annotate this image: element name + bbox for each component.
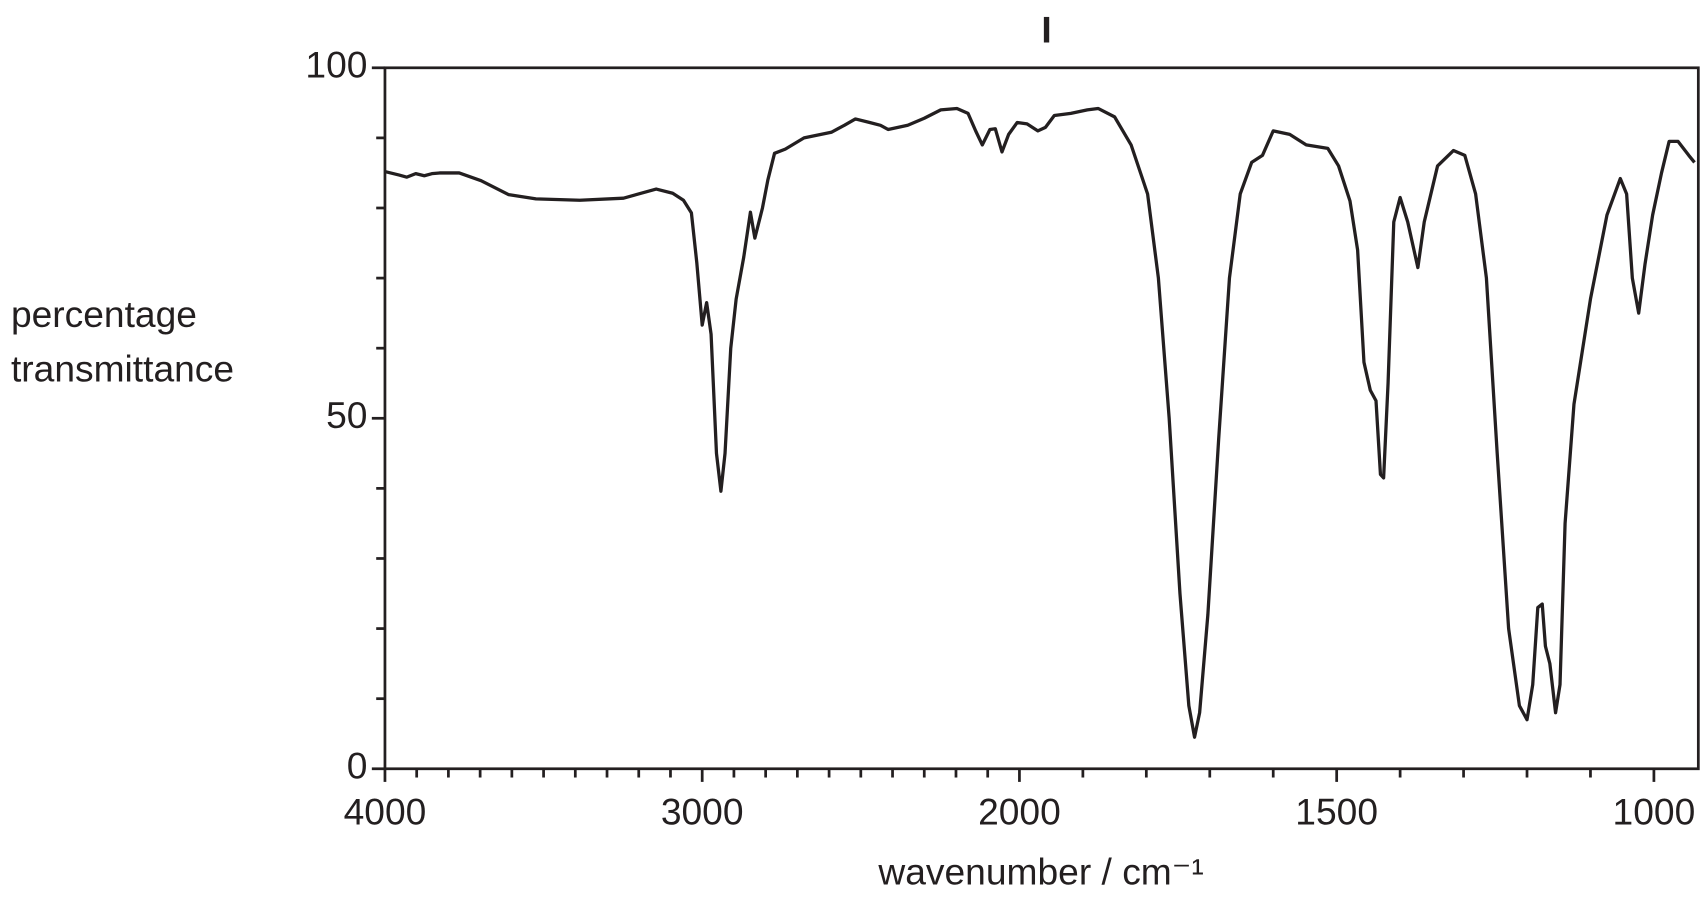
- y-tick-label: 0: [347, 745, 368, 787]
- x-tick-label: 1000: [1613, 791, 1696, 833]
- plot-frame: [383, 66, 1700, 771]
- x-tick-label: 3000: [661, 791, 744, 833]
- x-tick-label: 2000: [978, 791, 1061, 833]
- y-tick-label: 50: [326, 394, 367, 436]
- chart-title: I: [1041, 9, 1051, 51]
- spectrum-line: [384, 106, 1696, 739]
- y-axis-label: percentage: [11, 293, 197, 335]
- x-tick-label: 4000: [344, 791, 427, 833]
- y-tick-label: 100: [305, 44, 367, 86]
- x-axis-label: wavenumber / cm⁻¹: [877, 851, 1203, 893]
- x-tick-label: 1500: [1295, 791, 1378, 833]
- y-axis-label: transmittance: [11, 348, 234, 390]
